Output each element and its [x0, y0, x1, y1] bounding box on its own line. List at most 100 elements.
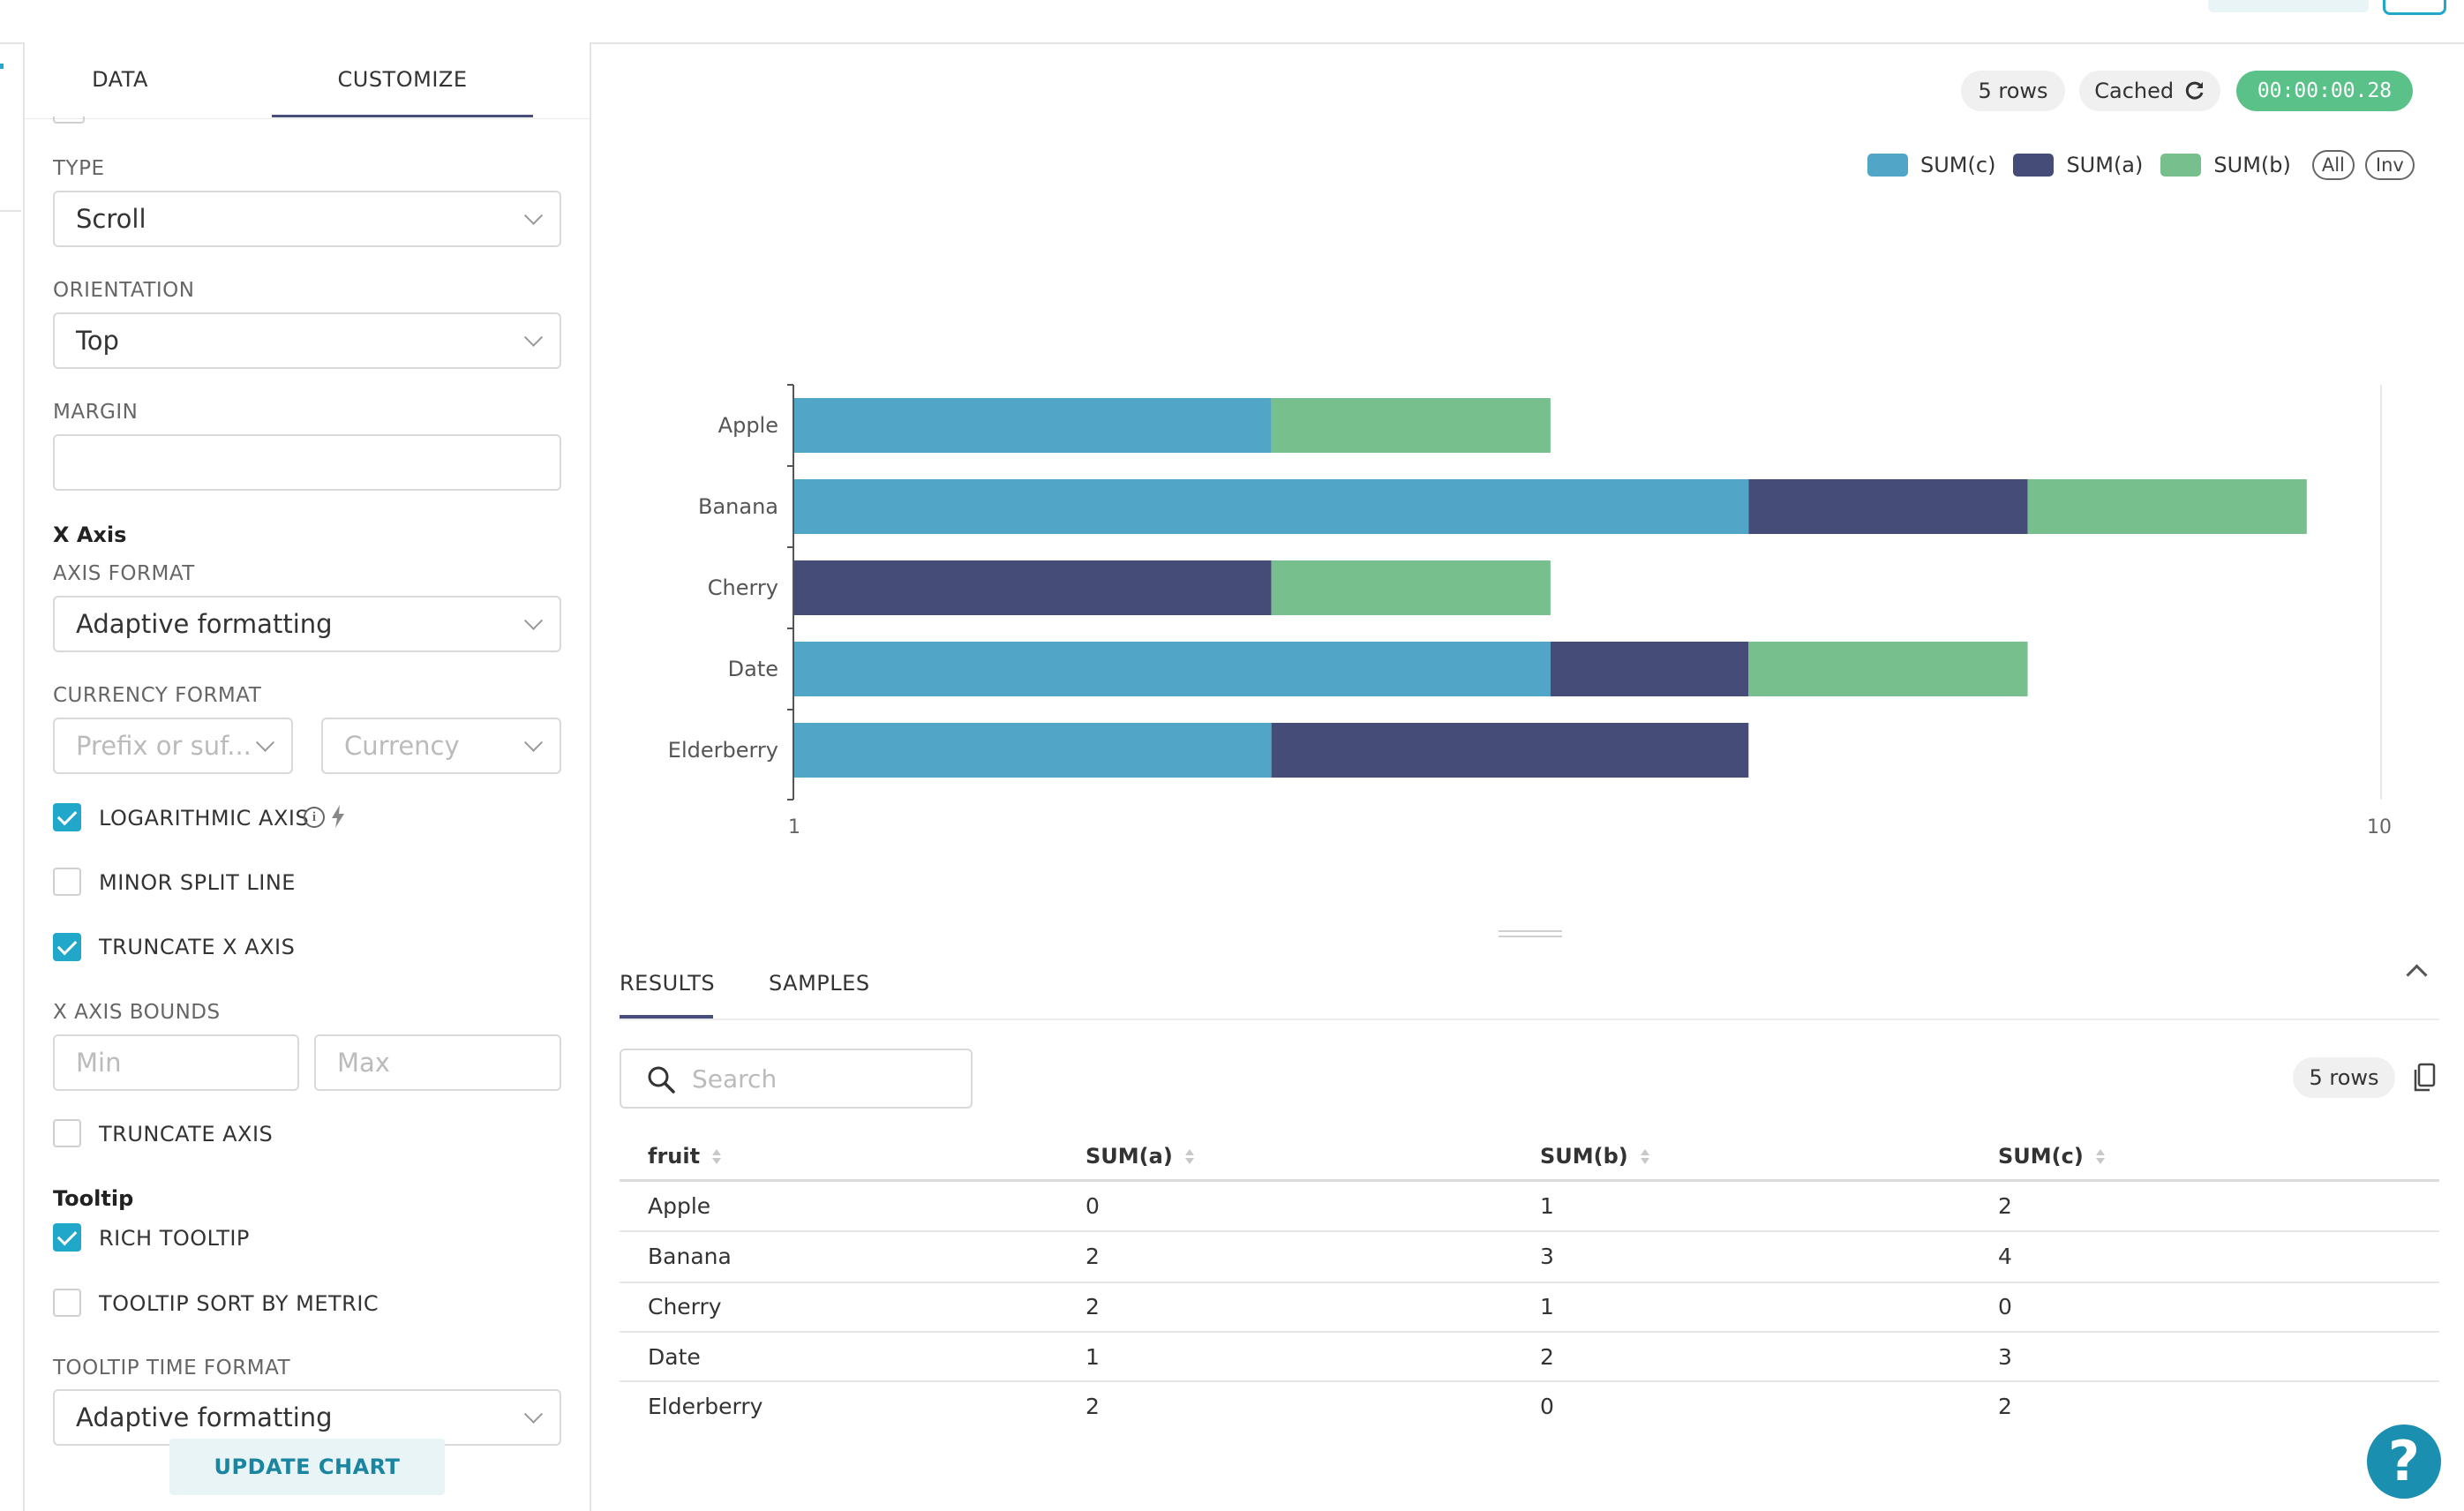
column-header-sum-a[interactable]: SUM(a) — [1086, 1144, 1194, 1169]
copy-icon[interactable] — [2413, 1063, 2436, 1093]
table-cell: 3 — [1540, 1244, 1554, 1269]
resize-handle-bottom[interactable] — [1499, 936, 1562, 937]
bar-segment — [1748, 479, 2028, 534]
table-cell: 2 — [1086, 1294, 1100, 1319]
bar-segment — [2027, 479, 2307, 534]
orientation-value: Top — [76, 326, 119, 356]
currency-prefix-select[interactable]: Prefix or suf... — [53, 718, 293, 774]
margin-input[interactable] — [53, 434, 561, 491]
tooltip-time-format-select[interactable]: Adaptive formatting — [53, 1389, 561, 1446]
results-row-count-badge: 5 rows — [2293, 1057, 2395, 1098]
x-axis-max-input[interactable]: Max — [314, 1034, 561, 1091]
sort-icon[interactable] — [1640, 1148, 1649, 1166]
help-button[interactable]: ? — [2367, 1425, 2441, 1499]
table-cell: 2 — [1086, 1244, 1100, 1269]
table-cell: Cherry — [648, 1294, 722, 1319]
results-search-input[interactable]: Search — [620, 1049, 973, 1109]
x-tick-label: 10 — [2367, 816, 2392, 838]
bar-segment — [1271, 560, 1551, 615]
tab-customize[interactable]: CUSTOMIZE — [337, 67, 468, 92]
currency-prefix-placeholder: Prefix or suf... — [76, 731, 252, 761]
table-cell: 0 — [1998, 1294, 2012, 1319]
y-tick-label: Apple — [718, 413, 778, 438]
chevron-down-icon — [523, 327, 544, 347]
legend-item[interactable]: SUM(c) — [1867, 153, 1995, 177]
legend-label: SUM(b) — [2213, 153, 2291, 177]
search-placeholder: Search — [692, 1064, 778, 1094]
bar-segment — [794, 642, 1551, 696]
update-chart-button[interactable]: UPDATE CHART — [169, 1439, 445, 1495]
table-cell: 4 — [1998, 1244, 2012, 1269]
table-cell: Apple — [648, 1193, 711, 1219]
table-cell: 2 — [1540, 1344, 1554, 1370]
legend-label: SUM(c) — [1920, 153, 1996, 177]
table-cell: 2 — [1998, 1193, 2012, 1219]
bar-segment — [794, 398, 1272, 453]
chart-legend: SUM(c) SUM(a) SUM(b) All Inv — [1867, 150, 2415, 180]
cached-badge[interactable]: Cached — [2079, 71, 2220, 111]
table-row-divider — [620, 1282, 2439, 1283]
x-axis-min-input[interactable]: Min — [53, 1034, 299, 1091]
tab-data[interactable]: DATA — [92, 67, 148, 92]
column-header-sum-b[interactable]: SUM(b) — [1540, 1144, 1649, 1169]
legend-swatch — [2013, 154, 2055, 177]
table-cell: 0 — [1086, 1193, 1100, 1219]
query-timer: 00:00:00.28 — [2236, 71, 2413, 111]
chevron-down-icon — [523, 733, 544, 752]
truncate-x-axis-label: TRUNCATE X AXIS — [99, 935, 296, 959]
truncate-axis-label: TRUNCATE AXIS — [99, 1122, 274, 1146]
margin-label: MARGIN — [53, 401, 139, 424]
legend-item[interactable]: SUM(a) — [2013, 153, 2143, 177]
tooltip-sort-label: TOOLTIP SORT BY METRIC — [99, 1291, 379, 1316]
table-cell: Date — [648, 1344, 701, 1370]
axis-format-select[interactable]: Adaptive formatting — [53, 596, 561, 652]
tooltip-section-title: Tooltip — [53, 1186, 134, 1211]
tab-results[interactable]: RESULTS — [620, 971, 716, 996]
bar-chart: Apple Banana Cherry Date Elderberry 1 10 — [668, 384, 2392, 838]
chevron-down-icon — [255, 733, 275, 752]
table-cell: Banana — [648, 1244, 732, 1269]
bar-segment — [794, 479, 1749, 534]
legend-item[interactable]: SUM(b) — [2160, 153, 2291, 177]
truncate-axis-checkbox[interactable] — [53, 1119, 81, 1147]
collapsed-panel-marker — [0, 64, 4, 69]
type-select[interactable]: Scroll — [53, 191, 561, 247]
legend-swatch — [1867, 154, 1908, 177]
orientation-select[interactable]: Top — [53, 312, 561, 369]
chevron-down-icon — [523, 611, 544, 630]
currency-select[interactable]: Currency — [321, 718, 561, 774]
resize-handle-top[interactable] — [1499, 930, 1562, 932]
chevron-down-icon — [523, 1404, 544, 1424]
column-header-label: fruit — [648, 1144, 701, 1169]
sort-icon[interactable] — [2095, 1148, 2105, 1166]
x-axis-min-placeholder: Min — [76, 1048, 122, 1078]
sort-icon[interactable] — [1184, 1148, 1194, 1166]
minor-split-line-checkbox[interactable] — [53, 868, 81, 896]
column-header-fruit[interactable]: fruit — [648, 1144, 722, 1169]
truncate-x-axis-checkbox[interactable] — [53, 933, 81, 961]
table-cell: 1 — [1540, 1294, 1554, 1319]
table-header-divider — [620, 1179, 2439, 1182]
column-header-label: SUM(a) — [1086, 1144, 1173, 1169]
legend-select-all-button[interactable]: All — [2311, 150, 2355, 180]
rich-tooltip-checkbox[interactable] — [53, 1223, 81, 1252]
x-axis-max-placeholder: Max — [337, 1048, 390, 1078]
top-action-button[interactable] — [2208, 0, 2369, 12]
collapse-chevron-icon[interactable] — [2406, 964, 2428, 986]
legend-label: SUM(a) — [2066, 153, 2144, 177]
bar-segment — [794, 560, 1272, 615]
info-icon[interactable]: i — [304, 807, 325, 828]
type-value: Scroll — [76, 204, 146, 234]
sort-icon[interactable] — [712, 1148, 722, 1166]
legend-invert-button[interactable]: Inv — [2364, 150, 2415, 180]
logarithmic-axis-checkbox[interactable] — [53, 803, 81, 831]
tooltip-time-format-label: TOOLTIP TIME FORMAT — [53, 1357, 291, 1379]
y-tick-label: Cherry — [708, 575, 778, 600]
tab-separator — [25, 118, 590, 119]
tab-samples[interactable]: SAMPLES — [769, 971, 870, 996]
axis-format-label: AXIS FORMAT — [53, 562, 195, 585]
tooltip-sort-checkbox[interactable] — [53, 1289, 81, 1317]
column-header-sum-c[interactable]: SUM(c) — [1998, 1144, 2105, 1169]
top-secondary-button[interactable] — [2383, 0, 2446, 15]
table-cell: 2 — [1086, 1394, 1100, 1419]
